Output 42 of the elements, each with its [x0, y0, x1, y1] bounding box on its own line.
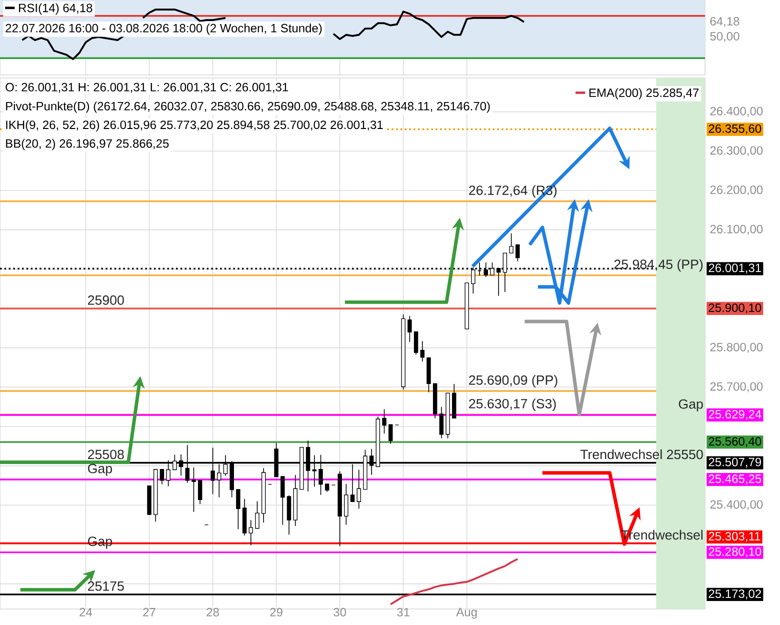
annotation: 25900 [88, 295, 124, 305]
y-tick-label: 25.800,00 [710, 342, 763, 353]
x-tick-label: Aug [456, 608, 477, 619]
ref-line-label: 25.280,10 [708, 547, 762, 558]
annotation: 25508 [88, 450, 124, 460]
x-tick-label: 29 [270, 608, 282, 616]
y-tick-label: 25.400,00 [710, 500, 763, 510]
ref-line-label: 25.900,10 [708, 303, 762, 314]
ref-line-label: 25.629,24 [708, 410, 762, 420]
annotation: 25.984,45 (PP) [614, 259, 703, 272]
ref-line-label: 26.355,60 [708, 124, 762, 134]
y-tick-label: 26.300,00 [710, 146, 763, 156]
annotation: IKH(9, 26, 52, 26) 26.015,96 25.773,20 25.894,58 25.700,02 26.001,31 [6, 120, 383, 132]
annotation: BB(20, 2) 26.196,97 25.866,25 [6, 138, 169, 150]
legend-label: RSI(14) 64,18 [19, 3, 92, 15]
annotation: 25.690,09 (PP) [469, 375, 558, 388]
y-tick-label: 26.400,00 [710, 106, 763, 117]
annotation: 22.07.2026 16:00 - 03.08.2026 18:00 (2 Wochen, 1 Stunde) [6, 24, 322, 35]
x-tick-label: 24 [80, 608, 92, 616]
ref-line-label: 25.560,40 [708, 437, 762, 448]
y-tick-label: 26.100,00 [710, 224, 763, 235]
x-tick-label: 30 [334, 608, 346, 616]
annotation: Gap [88, 464, 112, 476]
ref-line-label: 26.001,31 [708, 264, 761, 274]
annotation: O: 26.001,31 H: 26.001,31 L: 26.001,31 C: 26.001,31 [6, 82, 288, 93]
annotation: 25175 [88, 581, 124, 591]
x-tick-label: 28 [206, 608, 219, 616]
y-tick-label: 64,18 [710, 17, 740, 27]
ref-line-label: 25.173,02 [708, 589, 761, 600]
x-tick-label: 31 [397, 608, 410, 616]
y-tick-label: 25.700,00 [710, 382, 763, 392]
ref-line-label: 25.465,25 [708, 474, 762, 484]
y-tick-label: 26.200,00 [710, 186, 763, 196]
annotation: Gap [678, 399, 703, 412]
y-tick-label: 50,00 [710, 32, 740, 42]
ref-line-label: 25.303,11 [708, 532, 760, 542]
x-tick-label: 27 [143, 608, 156, 616]
annotation: Trendwechsel 25550 [580, 449, 703, 460]
annotation: Pivot-Punkte(D) (26172.64, 26032.07, 25830.66, 25690.09, 25488.68, 25348.11, 25146.70) [6, 102, 490, 113]
ref-line-label: 25.507,79 [708, 458, 762, 468]
legend-label: EMA(200) 25.285,47 [589, 88, 699, 100]
annotation: 25.630,17 (S3) [469, 398, 556, 412]
